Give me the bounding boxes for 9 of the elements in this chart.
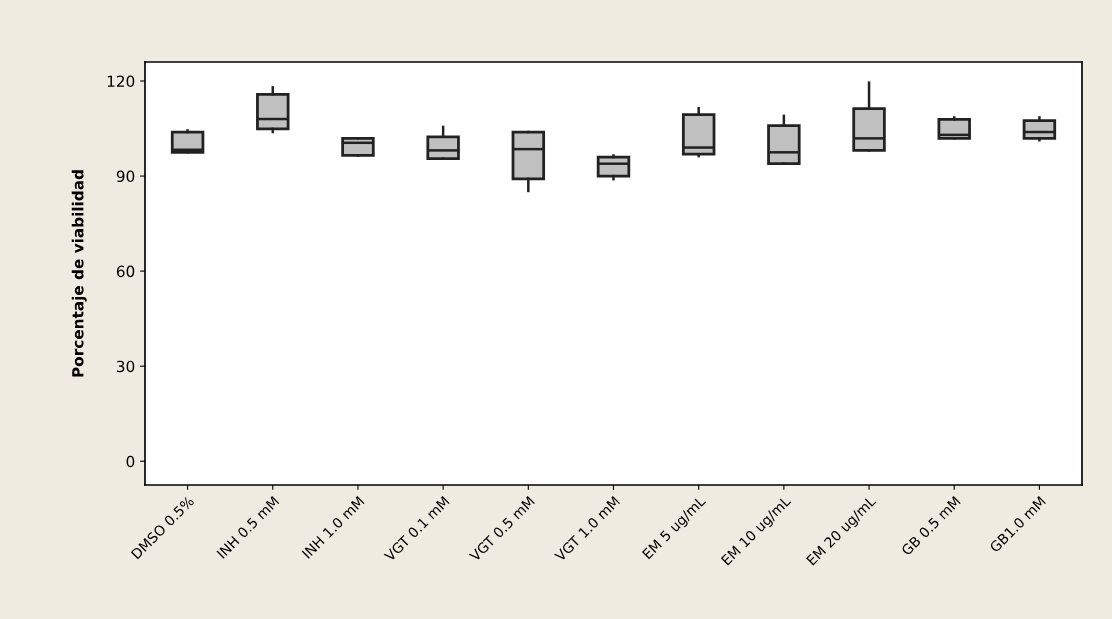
y-tick-label: 90 <box>116 170 135 183</box>
y-tick-label: 0 <box>126 455 135 468</box>
x-tick-label: INH 0.5 mM <box>216 495 280 559</box>
y-tick-label: 120 <box>107 75 135 88</box>
x-tick-label: GB 0.5 mM <box>900 495 961 557</box>
x-tick-label: INH 1.0 mM <box>301 495 365 559</box>
y-tick-label: 30 <box>117 360 135 373</box>
y-axis-title: Porcentaje de viabilidad <box>71 170 87 377</box>
y-tick-label: 60 <box>116 265 135 278</box>
